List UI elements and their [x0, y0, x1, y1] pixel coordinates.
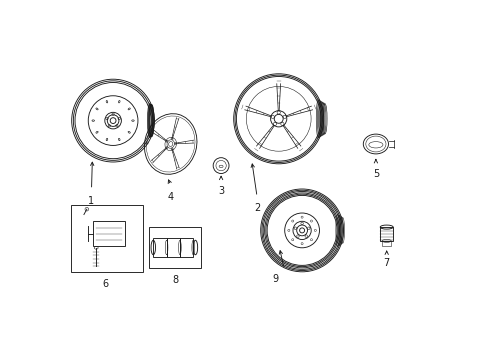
Text: 2: 2: [253, 203, 260, 213]
Bar: [145, 142, 147, 144]
Bar: [380, 227, 392, 241]
Text: 8: 8: [172, 275, 178, 285]
Text: 5: 5: [372, 169, 378, 179]
Text: 1: 1: [88, 196, 94, 206]
Bar: [149, 227, 201, 268]
Text: 7: 7: [383, 258, 389, 269]
Text: 3: 3: [218, 186, 224, 197]
Text: 4: 4: [167, 192, 173, 202]
Text: 6: 6: [102, 279, 109, 289]
Text: 9: 9: [271, 274, 278, 284]
Bar: [180, 238, 193, 257]
Bar: [382, 241, 390, 246]
Bar: [71, 205, 142, 272]
Bar: [166, 238, 180, 257]
Bar: [92, 221, 125, 247]
Bar: [153, 238, 166, 257]
